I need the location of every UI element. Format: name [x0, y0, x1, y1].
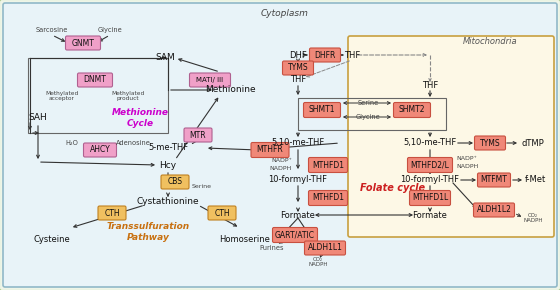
Text: Cytoplasm: Cytoplasm: [261, 10, 309, 19]
Text: ALDH1L2: ALDH1L2: [477, 206, 511, 215]
Text: DNMT: DNMT: [83, 75, 106, 84]
Bar: [298, 98, 446, 130]
Text: H₂O: H₂O: [66, 140, 78, 146]
Text: NADP⁺: NADP⁺: [271, 157, 292, 162]
FancyBboxPatch shape: [208, 206, 236, 220]
Text: GNMT: GNMT: [72, 39, 95, 48]
Text: Serine: Serine: [357, 100, 379, 106]
Text: 5,10-me-THF: 5,10-me-THF: [272, 139, 325, 148]
FancyBboxPatch shape: [409, 191, 450, 206]
Text: 5,10-me-THF: 5,10-me-THF: [403, 139, 456, 148]
Text: Methylated
product: Methylated product: [111, 90, 144, 102]
Text: Cysteine: Cysteine: [34, 235, 71, 244]
FancyBboxPatch shape: [310, 48, 340, 62]
Text: Glycine: Glycine: [97, 27, 123, 33]
Text: Serine: Serine: [192, 184, 212, 188]
Text: Methylated
acceptor: Methylated acceptor: [45, 90, 78, 102]
FancyBboxPatch shape: [478, 173, 511, 187]
Text: Transsulfuration
Pathway: Transsulfuration Pathway: [106, 222, 190, 242]
Text: CBS: CBS: [167, 177, 183, 186]
Text: MTR: MTR: [190, 130, 206, 139]
Text: Formate: Formate: [281, 211, 315, 220]
Text: Homoserine: Homoserine: [220, 235, 270, 244]
FancyBboxPatch shape: [66, 36, 100, 50]
Text: CO₂
NADPH: CO₂ NADPH: [308, 257, 328, 267]
FancyBboxPatch shape: [273, 227, 318, 242]
FancyBboxPatch shape: [83, 143, 116, 157]
Text: Formate: Formate: [413, 211, 447, 220]
Text: MTHFD2/L: MTHFD2/L: [410, 160, 450, 169]
FancyBboxPatch shape: [348, 36, 554, 237]
Text: MTHFD1L: MTHFD1L: [412, 193, 448, 202]
FancyBboxPatch shape: [282, 61, 314, 75]
Text: Mitochondria: Mitochondria: [463, 37, 517, 46]
Text: MTHFD1: MTHFD1: [312, 193, 344, 202]
Text: Adenosine: Adenosine: [115, 140, 151, 146]
Text: dTMP: dTMP: [521, 139, 544, 148]
Text: THF: THF: [422, 81, 438, 90]
Text: Sarcosine: Sarcosine: [36, 27, 68, 33]
Text: AHCY: AHCY: [90, 146, 110, 155]
Text: NADPH: NADPH: [270, 166, 292, 171]
Text: Glycine: Glycine: [356, 114, 380, 120]
FancyBboxPatch shape: [309, 191, 348, 206]
FancyBboxPatch shape: [161, 175, 189, 189]
Text: SHMT2: SHMT2: [399, 106, 425, 115]
Text: MTHFR: MTHFR: [256, 146, 283, 155]
FancyBboxPatch shape: [3, 3, 557, 287]
Text: Cystathionine: Cystathionine: [137, 197, 199, 206]
Bar: [28, 58, 168, 133]
Text: THF: THF: [290, 75, 306, 84]
Text: DHFR: DHFR: [314, 50, 335, 59]
Text: SAH: SAH: [29, 113, 48, 122]
Text: Purines: Purines: [260, 245, 284, 251]
FancyBboxPatch shape: [98, 206, 126, 220]
Text: DHF: DHF: [289, 50, 307, 59]
FancyBboxPatch shape: [474, 203, 515, 217]
Text: TYMS: TYMS: [288, 64, 309, 72]
Text: 10-formyl-THF: 10-formyl-THF: [400, 175, 460, 184]
Text: Methionine
Cycle: Methionine Cycle: [111, 108, 169, 128]
Text: Hcy: Hcy: [160, 160, 176, 169]
Text: CO₂
NADPH: CO₂ NADPH: [523, 213, 543, 223]
Text: MTHFD1: MTHFD1: [312, 160, 344, 169]
Text: SAM: SAM: [155, 53, 175, 63]
Text: ALDH1L1: ALDH1L1: [307, 244, 342, 253]
Text: 10-formyl-THF: 10-formyl-THF: [268, 175, 328, 184]
Text: NADP⁺: NADP⁺: [456, 157, 477, 162]
Text: MTFMT: MTFMT: [480, 175, 507, 184]
Text: THF: THF: [344, 50, 360, 59]
Text: 5-me-THF: 5-me-THF: [148, 144, 188, 153]
Text: CTH: CTH: [214, 209, 230, 218]
Text: Methionine: Methionine: [205, 86, 255, 95]
FancyBboxPatch shape: [251, 142, 289, 157]
FancyBboxPatch shape: [309, 157, 348, 173]
Text: NADPH: NADPH: [456, 164, 478, 169]
Text: SHMT1: SHMT1: [309, 106, 335, 115]
FancyBboxPatch shape: [394, 102, 431, 117]
FancyBboxPatch shape: [77, 73, 113, 87]
FancyBboxPatch shape: [189, 73, 231, 87]
FancyBboxPatch shape: [304, 102, 340, 117]
FancyBboxPatch shape: [474, 136, 506, 150]
FancyBboxPatch shape: [305, 241, 346, 255]
FancyBboxPatch shape: [184, 128, 212, 142]
Text: f-Met: f-Met: [524, 175, 545, 184]
Text: GART/ATIC: GART/ATIC: [275, 231, 315, 240]
FancyBboxPatch shape: [408, 157, 452, 173]
Text: MATI/ III: MATI/ III: [197, 77, 223, 83]
Text: TYMS: TYMS: [480, 139, 500, 148]
Text: Folate cycle: Folate cycle: [361, 183, 426, 193]
Text: CTH: CTH: [104, 209, 120, 218]
